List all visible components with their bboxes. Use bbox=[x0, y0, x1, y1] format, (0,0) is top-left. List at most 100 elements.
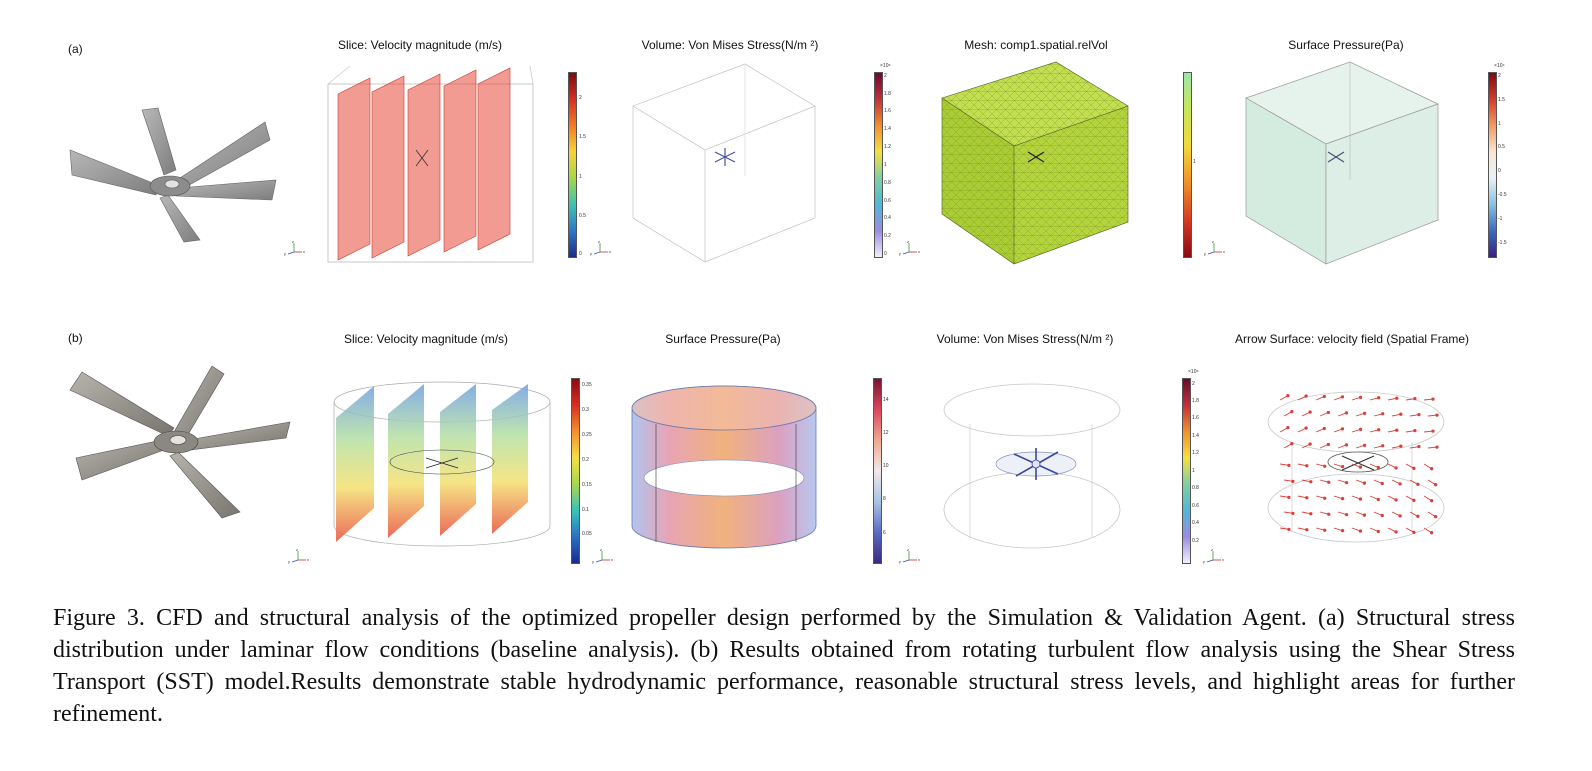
tick: 1 bbox=[1192, 467, 1195, 474]
velocity-arrow-head bbox=[1309, 512, 1313, 516]
tick: 6 bbox=[883, 529, 886, 536]
velocity-arrow-head bbox=[1287, 527, 1291, 531]
velocity-arrow-head bbox=[1286, 426, 1290, 430]
tick: 0.1 bbox=[582, 506, 589, 513]
svg-text:x: x bbox=[918, 249, 920, 254]
svg-text:x: x bbox=[1222, 557, 1224, 562]
tick: 0.2 bbox=[582, 456, 589, 463]
velocity-arrow-head bbox=[1362, 481, 1367, 485]
velocity-arrow-head bbox=[1416, 482, 1420, 486]
tick: 0.2 bbox=[1192, 537, 1199, 544]
tick: 1.2 bbox=[884, 144, 891, 151]
velocity-arrow-head bbox=[1286, 394, 1290, 398]
tick: 0.8 bbox=[884, 179, 891, 186]
tick: 14 bbox=[883, 397, 889, 404]
velocity-arrow-head bbox=[1323, 496, 1327, 500]
velocity-arrow-head bbox=[1376, 529, 1380, 534]
svg-text:z: z bbox=[598, 240, 600, 244]
velocity-arrow-head bbox=[1340, 497, 1345, 501]
velocity-arrow-head bbox=[1323, 528, 1327, 532]
velocity-arrow-head bbox=[1435, 413, 1439, 417]
tick: 2 bbox=[1192, 380, 1195, 387]
colorbar-a2-multiplier: ×10⁶ bbox=[880, 63, 891, 69]
svg-text:y: y bbox=[288, 559, 290, 564]
velocity-arrow-head bbox=[1430, 499, 1434, 503]
velocity-arrow-head bbox=[1381, 444, 1385, 448]
row-a-label: (a) bbox=[68, 42, 83, 56]
velocity-arrow-head bbox=[1430, 467, 1434, 471]
svg-text:y: y bbox=[284, 251, 286, 256]
axis-triad-icon: z x y bbox=[287, 547, 313, 564]
velocity-arrow-head bbox=[1305, 496, 1309, 500]
tick: -0.5 bbox=[1498, 192, 1507, 199]
svg-text:x: x bbox=[307, 557, 309, 562]
tick: 1 bbox=[1193, 159, 1196, 166]
velocity-arrow-head bbox=[1394, 466, 1398, 470]
velocity-arrow-head bbox=[1398, 482, 1402, 486]
velocity-arrow-head bbox=[1376, 497, 1380, 502]
colorbar-b3-multiplier: ×10⁶ bbox=[1188, 369, 1199, 375]
velocity-arrow-head bbox=[1323, 464, 1327, 468]
svg-text:x: x bbox=[303, 249, 305, 254]
tick: 1.6 bbox=[1192, 415, 1199, 422]
tick: 0.8 bbox=[1192, 485, 1199, 492]
velocity-arrow-head bbox=[1362, 513, 1367, 517]
velocity-arrow-head bbox=[1412, 466, 1416, 470]
velocity-arrow-head bbox=[1398, 514, 1402, 518]
svg-text:x: x bbox=[918, 557, 920, 562]
velocity-arrow-head bbox=[1381, 412, 1385, 416]
panel-a3-title: Mesh: comp1.spatial.relVol bbox=[964, 38, 1108, 52]
colorbar-a2 bbox=[874, 72, 883, 258]
mesh-a-render bbox=[941, 61, 1129, 265]
velocity-arrow-head bbox=[1308, 410, 1312, 414]
velocity-arrow-head bbox=[1358, 427, 1363, 431]
svg-text:x: x bbox=[609, 249, 611, 254]
tick: 2 bbox=[579, 94, 582, 101]
velocity-arrow-head bbox=[1380, 481, 1384, 486]
velocity-arrow-head bbox=[1291, 511, 1295, 515]
colorbar-a4 bbox=[1488, 72, 1497, 258]
tick: 0.3 bbox=[582, 407, 589, 414]
velocity-arrow-head bbox=[1344, 481, 1349, 485]
tick: 0.4 bbox=[884, 215, 891, 222]
velocity-arrow-head bbox=[1340, 427, 1345, 431]
velocity-arrow-head bbox=[1413, 429, 1417, 433]
tick: 0.15 bbox=[582, 481, 592, 488]
velocity-arrow-head bbox=[1358, 395, 1363, 399]
panel-b4-title: Arrow Surface: velocity field (Spatial F… bbox=[1234, 332, 1470, 346]
propeller-b-render bbox=[69, 365, 291, 519]
velocity-arrow-head bbox=[1377, 428, 1381, 432]
velocity-arrow-head bbox=[1327, 512, 1331, 516]
velocity-arrow-head bbox=[1417, 413, 1421, 417]
velocity-arrow-head bbox=[1394, 530, 1398, 534]
propeller-a-render bbox=[69, 107, 277, 243]
svg-text:z: z bbox=[907, 240, 909, 244]
colorbar-b1 bbox=[571, 378, 580, 564]
velocity-arrow-head bbox=[1287, 463, 1291, 467]
velocity-arrow-head bbox=[1395, 428, 1399, 432]
velocity-arrow-head bbox=[1326, 410, 1330, 415]
tick: 12 bbox=[883, 430, 889, 437]
tick: 2 bbox=[1498, 72, 1501, 79]
svg-text:x: x bbox=[1223, 249, 1225, 254]
velocity-arrow-head bbox=[1377, 396, 1381, 400]
svg-text:y: y bbox=[899, 251, 901, 256]
velocity-arrow-head bbox=[1322, 394, 1326, 399]
velocity-arrow-head bbox=[1308, 442, 1312, 446]
velocity-arrow-head bbox=[1287, 495, 1291, 499]
velocity-arrow-head bbox=[1380, 513, 1384, 518]
svg-text:z: z bbox=[1212, 240, 1214, 244]
row-b-label: (b) bbox=[68, 331, 83, 345]
velocity-arrow-head bbox=[1304, 426, 1308, 430]
velocity-arrow-head bbox=[1358, 497, 1363, 501]
slice-velocity-a-render bbox=[327, 65, 534, 263]
colorbar-a4-multiplier: ×10⁴ bbox=[1494, 63, 1505, 69]
tick: 1.4 bbox=[884, 126, 891, 133]
panel-b2-title: Surface Pressure(Pa) bbox=[665, 332, 781, 346]
svg-text:y: y bbox=[590, 251, 592, 256]
von-mises-b-render bbox=[943, 383, 1121, 549]
velocity-arrow-head bbox=[1394, 498, 1398, 502]
colorbar-b3 bbox=[1182, 378, 1191, 564]
velocity-arrow-head bbox=[1344, 443, 1349, 447]
tick: 1.6 bbox=[884, 108, 891, 115]
